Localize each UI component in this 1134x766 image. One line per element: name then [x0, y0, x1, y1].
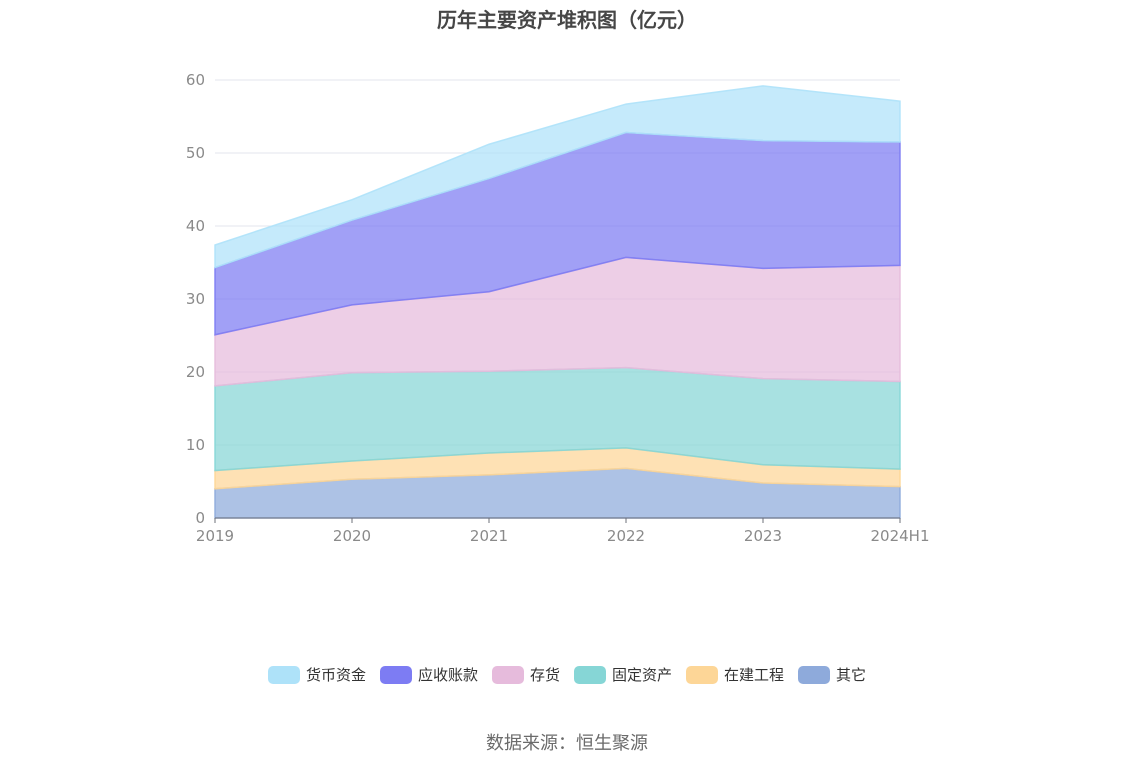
chart-title: 历年主要资产堆积图（亿元） [437, 8, 697, 32]
x-tick-label: 2020 [333, 527, 371, 545]
area-series-layer [214, 85, 901, 519]
legend-swatch [267, 665, 300, 684]
legend-swatch [574, 665, 606, 684]
source-note: 数据来源：恒生聚源 [486, 733, 648, 754]
legend-swatch [686, 665, 719, 684]
x-tick-label: 2019 [196, 527, 234, 545]
legend-label: 固定资产 [612, 666, 673, 684]
legend-item[interactable]: 在建工程 [686, 664, 784, 685]
legend-label: 存货 [529, 666, 560, 684]
y-tick-label: 10 [186, 436, 205, 454]
x-tick-label: 2021 [470, 527, 508, 545]
legend-label: 货币资金 [305, 666, 366, 684]
y-tick-label: 50 [186, 144, 205, 162]
y-tick-label: 0 [195, 509, 205, 527]
axes: 0 10 20 30 40 50 60 2019 2020 2021 2022 2023 2024H1 [186, 71, 930, 545]
x-tick-label: 2022 [607, 527, 645, 545]
legend-label: 在建工程 [724, 666, 785, 684]
legend-item[interactable]: 应收账款 [379, 664, 478, 685]
legend-item[interactable]: 其它 [798, 664, 866, 685]
y-tick-label: 20 [186, 363, 205, 381]
legend-label: 应收账款 [417, 666, 478, 684]
y-tick-label: 30 [186, 290, 205, 308]
legend-swatch [798, 665, 831, 684]
legend-item[interactable]: 货币资金 [267, 664, 366, 685]
y-tick-label: 40 [186, 217, 205, 235]
legend: 货币资金 应收账款 存货 固定资产 在建工程 其它 [0, 664, 1134, 685]
y-tick-label: 60 [186, 71, 205, 89]
legend-item[interactable]: 存货 [491, 664, 560, 685]
legend-swatch [491, 665, 524, 684]
legend-item[interactable]: 固定资产 [574, 664, 672, 685]
legend-swatch [379, 665, 412, 684]
legend-label: 其它 [836, 666, 867, 684]
area-series-5[interactable] [214, 85, 901, 269]
x-tick-label: 2023 [744, 527, 782, 545]
x-tick-label: 2024H1 [871, 527, 930, 545]
